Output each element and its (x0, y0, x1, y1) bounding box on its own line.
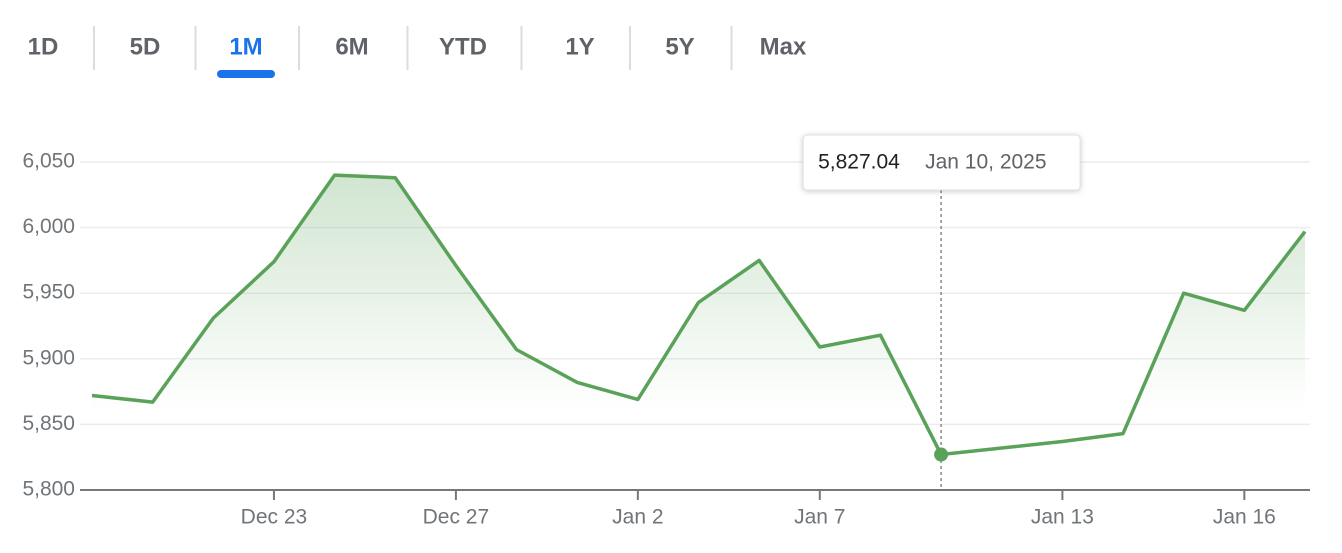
hover-point (934, 447, 949, 462)
range-tab[interactable]: 1M (229, 33, 262, 60)
range-tab[interactable]: 5Y (665, 33, 694, 60)
y-tick-label: 5,950 (22, 281, 75, 304)
range-tab[interactable]: 1D (28, 33, 59, 60)
x-tick-label: Dec 27 (423, 506, 490, 529)
x-tick-label: Jan 2 (612, 506, 663, 529)
range-tab[interactable]: Max (760, 33, 807, 60)
y-tick-label: 5,850 (22, 412, 75, 435)
tooltip-box (802, 134, 1081, 191)
tooltip-value: 5,827.04 (818, 151, 900, 174)
x-tick-label: Dec 23 (241, 506, 308, 529)
y-tick-label: 6,050 (22, 150, 75, 173)
line (91, 173, 1307, 457)
y-tick-label: 5,800 (22, 478, 75, 501)
range-tab[interactable]: 5D (130, 33, 161, 60)
y-tick-label: 5,900 (22, 346, 75, 369)
tab-indicator (217, 70, 275, 78)
tooltip-date: Jan 10, 2025 (925, 151, 1046, 174)
range-tab[interactable]: YTD (439, 33, 487, 60)
x-tick-label: Jan 13 (1031, 506, 1094, 529)
x-tick-label: Jan 16 (1213, 506, 1276, 529)
x-tick-label: Jan 7 (794, 506, 845, 529)
range-tab[interactable]: 1Y (565, 33, 594, 60)
range-tab[interactable]: 6M (335, 33, 368, 60)
y-tick-label: 6,000 (22, 215, 75, 238)
area (92, 175, 1305, 490)
